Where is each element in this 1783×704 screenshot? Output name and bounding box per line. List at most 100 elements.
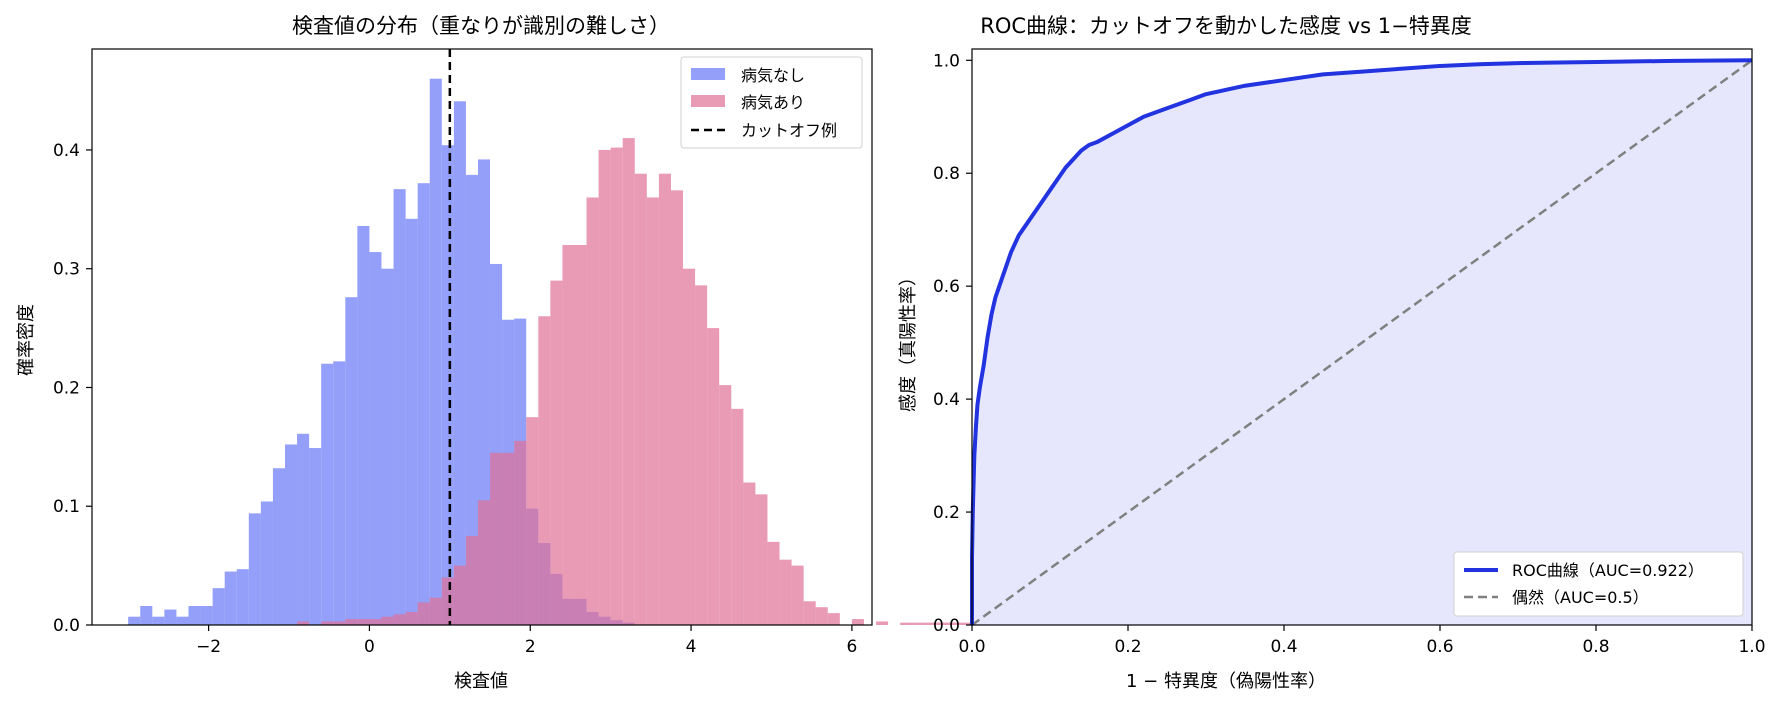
histogram-bar	[345, 297, 358, 625]
y-tick-label: 0.2	[933, 503, 960, 523]
y-tick-label: 0.6	[933, 277, 960, 297]
histogram-bar	[851, 619, 864, 625]
histogram-bar	[128, 616, 141, 625]
histogram-bar	[514, 440, 527, 625]
histogram-bar	[297, 433, 310, 625]
roc-chart: 0.0 0.2 0.4 0.6 0.8 1.0 0.0 0.2 0.4 0.6 0.8 1.0 RO…	[898, 14, 1766, 692]
histogram-bar	[960, 622, 973, 625]
histogram-bar	[188, 606, 201, 625]
histogram-bar	[333, 361, 346, 625]
legend-box	[680, 56, 863, 149]
histogram-bar	[284, 444, 298, 625]
histogram-bar	[429, 597, 442, 625]
histogram-bar	[429, 78, 442, 625]
histogram-bar	[321, 621, 334, 625]
y-tick-label: 0.2	[53, 378, 80, 398]
histogram-bar	[827, 613, 840, 625]
histogram-bar	[405, 218, 418, 625]
histogram-bar	[272, 468, 285, 625]
histogram-bar	[236, 569, 249, 625]
histogram-bar	[369, 619, 382, 625]
x-tick-label: 2	[525, 637, 536, 657]
chance-line	[971, 59, 1753, 627]
histogram-x-ticks: −2 0 2 4 6	[196, 625, 857, 657]
histogram-bar	[453, 565, 466, 625]
y-tick-label: 0.4	[53, 141, 80, 161]
histogram-y-ticks: 0.0 0.1 0.2 0.3 0.4	[53, 141, 92, 636]
histogram-bar	[441, 577, 454, 625]
histogram-bar	[803, 601, 816, 625]
histogram-bar	[453, 101, 466, 625]
histogram-bar	[550, 280, 563, 625]
x-tick-label: 0.8	[1582, 637, 1609, 657]
roc-plot-frame	[971, 48, 1753, 626]
histogram-bar	[357, 619, 370, 625]
x-tick-label: −2	[196, 637, 221, 657]
histogram-bar	[465, 535, 478, 625]
histogram-bar	[538, 316, 551, 625]
histogram-bar	[683, 268, 696, 625]
x-tick-label: 0.2	[1114, 637, 1141, 657]
legend-label-chance: 偶然（AUC=0.5）	[1512, 588, 1649, 607]
histogram-bar	[381, 268, 394, 625]
legend-label-no-disease: 病気なし	[741, 66, 805, 85]
histogram-chart: −2 0 2 4 6 0.0 0.1 0.2 0.3 0.4 検査値の分布（重なりが識別の難しさ…	[16, 14, 1021, 692]
x-tick-label: 0.6	[1426, 637, 1453, 657]
histogram-bar	[369, 252, 382, 625]
roc-x-ticks: 0.0 0.2 0.4 0.6 0.8 1.0	[958, 625, 1766, 657]
histogram-bar	[200, 606, 213, 625]
histogram-bar	[779, 559, 792, 625]
histogram-bar	[333, 621, 346, 625]
histogram-bar	[357, 225, 370, 625]
histogram-bar	[152, 616, 165, 625]
histogram-bar	[465, 174, 478, 625]
histogram-bar	[574, 244, 587, 625]
roc-curve	[970, 58, 1753, 625]
histogram-plot-frame	[91, 48, 873, 626]
histogram-bar	[164, 609, 177, 625]
histogram-bar	[948, 622, 961, 625]
roc-y-ticks: 0.0 0.2 0.4 0.6 0.8 1.0	[933, 51, 972, 636]
histogram-bar	[610, 147, 623, 625]
histogram-bar	[815, 607, 828, 625]
legend-swatch-no-disease	[691, 68, 725, 80]
histogram-bar	[876, 621, 889, 625]
y-tick-label: 0.8	[933, 164, 960, 184]
roc-title: ROC曲線：カットオフを動かした感度 vs 1−特異度	[980, 14, 1471, 38]
roc-x-axis-label: 1 − 特異度（偽陽性率）	[1126, 671, 1326, 692]
histogram-bar	[731, 408, 744, 625]
histogram-bar	[900, 622, 913, 625]
histogram-bar	[707, 328, 720, 625]
x-tick-label: 0	[364, 637, 375, 657]
histogram-bar	[405, 611, 418, 625]
histogram-bar	[345, 619, 358, 625]
histogram-bar	[490, 452, 503, 625]
histogram-x-axis-label: 検査値	[454, 671, 508, 692]
histogram-bar	[260, 501, 273, 625]
y-tick-label: 0.0	[53, 616, 80, 636]
x-tick-label: 1.0	[1738, 637, 1765, 657]
histogram-bar	[562, 244, 575, 625]
histogram-bar	[248, 513, 261, 625]
y-tick-label: 0.4	[933, 390, 960, 410]
legend-label-roc: ROC曲線（AUC=0.922）	[1512, 561, 1704, 580]
histogram-bar	[140, 606, 153, 625]
histogram-bar	[176, 616, 189, 625]
histogram-bar	[767, 541, 780, 625]
histogram-bar	[417, 602, 430, 625]
histogram-bar	[502, 452, 515, 625]
y-tick-label: 0.3	[53, 260, 80, 280]
x-tick-label: 6	[846, 637, 857, 657]
histogram-bar	[598, 149, 611, 625]
histogram-bar	[622, 138, 635, 625]
histogram-bar	[224, 571, 237, 625]
histogram-bar	[297, 621, 310, 625]
histogram-bar	[936, 622, 949, 625]
histogram-bar	[441, 145, 454, 625]
histogram-bar	[924, 622, 937, 625]
histogram-bar	[695, 285, 708, 625]
histogram-bar	[321, 363, 334, 625]
histogram-bar	[212, 588, 225, 625]
histogram-bar	[381, 616, 394, 625]
